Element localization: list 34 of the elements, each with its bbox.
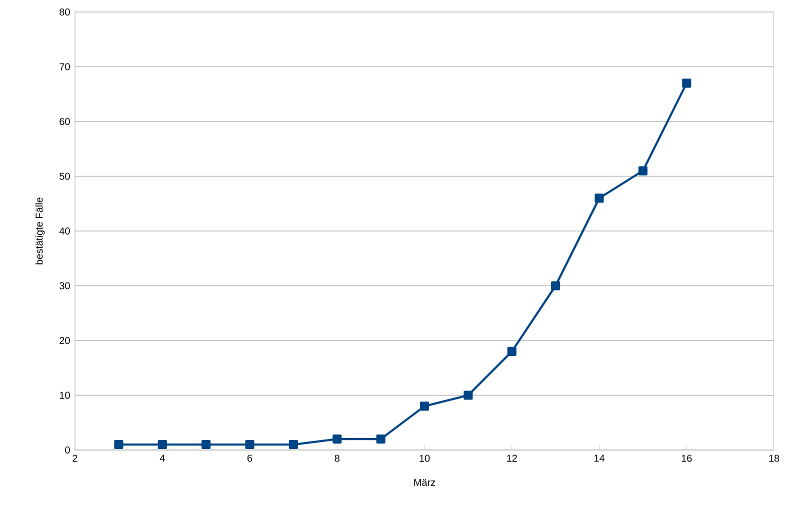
x-tick-label: 6 bbox=[247, 454, 252, 462]
y-tick-label: 50 bbox=[60, 172, 70, 180]
point bbox=[376, 434, 386, 444]
point bbox=[464, 390, 473, 400]
point bbox=[332, 434, 342, 444]
y-tick-label: 20 bbox=[60, 336, 70, 344]
y-tick-label: 0 bbox=[65, 446, 70, 454]
point bbox=[507, 346, 516, 356]
x-tick-label: 12 bbox=[507, 454, 517, 462]
point bbox=[420, 402, 430, 411]
point bbox=[288, 440, 298, 450]
point bbox=[114, 440, 124, 450]
x-tick-label: 18 bbox=[769, 454, 780, 462]
x-tick-label: 10 bbox=[420, 454, 430, 462]
point bbox=[594, 194, 604, 203]
x-axis-title: März bbox=[414, 478, 436, 486]
y-tick-label: 30 bbox=[60, 282, 70, 290]
point bbox=[245, 440, 254, 450]
y-axis-title: bestätigte Fälle bbox=[35, 198, 45, 264]
x-tick-label: 2 bbox=[72, 454, 78, 462]
point bbox=[158, 440, 167, 450]
y-tick-label: 80 bbox=[60, 8, 70, 16]
point bbox=[638, 166, 648, 176]
y-tick-label: 70 bbox=[60, 63, 70, 70]
x-tick-label: 4 bbox=[160, 454, 165, 462]
point bbox=[551, 281, 560, 290]
x-tick-label: 16 bbox=[682, 454, 692, 462]
x-tick-label: 8 bbox=[334, 454, 340, 462]
point bbox=[682, 78, 692, 88]
y-tick-label: 40 bbox=[59, 227, 70, 235]
y-tick-label: 10 bbox=[60, 392, 70, 399]
x-tick-label: 14 bbox=[594, 454, 605, 462]
point bbox=[202, 440, 211, 450]
y-tick-label: 60 bbox=[60, 118, 70, 126]
